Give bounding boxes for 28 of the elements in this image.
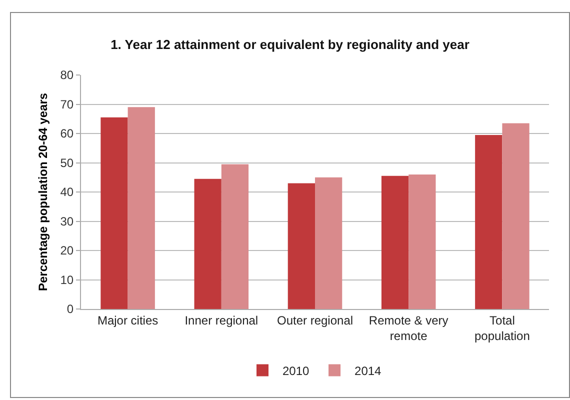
bar [381,176,409,309]
x-tick-label: Outer regional [276,313,354,328]
legend-label: 2010 [282,364,310,378]
bar [288,183,315,309]
y-tick-label: 50 [60,156,74,170]
bar [221,164,249,309]
bar [502,123,530,309]
bar [408,174,436,309]
legend-label: 2014 [354,364,382,378]
bar [315,177,342,309]
bar [100,117,128,309]
y-tick-label: 10 [60,272,74,287]
y-axis-title: Percentage population 20-64 years [36,92,50,292]
bar [475,134,502,309]
y-tick-label: 80 [60,68,74,82]
x-tick-label: Total population [474,313,530,343]
bar [194,178,222,309]
y-tick-label: 70 [60,97,74,112]
x-tick-label: Remote & very remote [368,313,448,343]
bar [128,107,155,309]
y-tick-label: 60 [60,126,74,141]
x-tick-label: Major cities [97,313,158,328]
x-tick-label: Inner regional [184,313,258,328]
y-tick-label: 30 [60,214,74,228]
y-tick-label: 20 [60,244,74,258]
y-tick-label: 0 [66,302,74,316]
y-tick-label: 40 [60,185,74,200]
chart-title: 1. Year 12 attainment or equivalent by regionality and year [110,36,470,52]
